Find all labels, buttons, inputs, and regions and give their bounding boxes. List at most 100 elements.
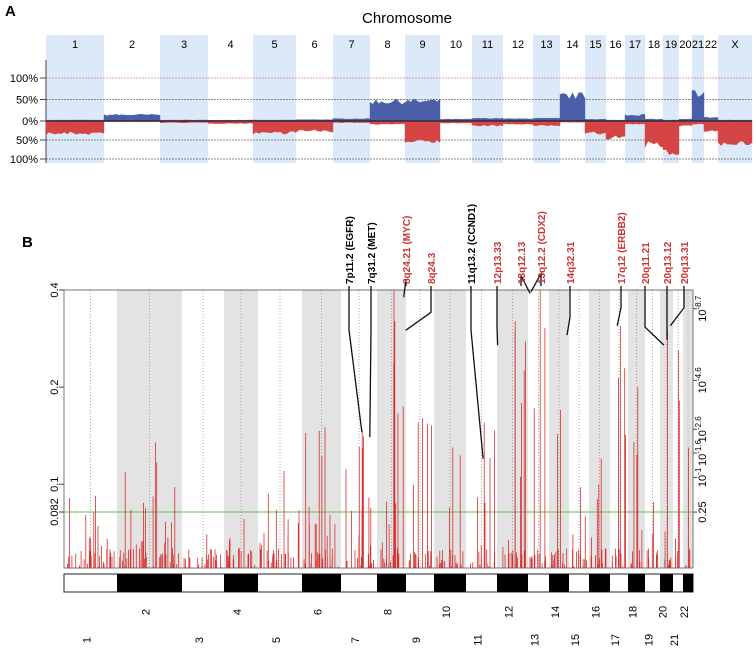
gistic-score-trace [646,502,658,568]
loss-area [252,120,297,135]
q-value-exponent: -1.6 [694,439,703,453]
y-tick-label: 50% [16,135,38,147]
gene-label: 7q31.2 (MET) [367,222,378,284]
chromosome-label: 13 [540,39,552,51]
ideogram-label: 17 [610,634,622,646]
chromosome-label: 10 [450,39,462,51]
gene-label: 13q12.2 (CDX2) [537,211,548,284]
gain-area [471,117,504,122]
q-value-label: 10-8.7 [694,295,709,322]
ideogram-label: 2 [141,609,153,615]
gistic-score-trace [611,325,626,568]
loss-area [45,120,105,136]
gain-area [103,113,161,122]
gistic-score-trace [345,429,375,568]
ideogram-block [377,574,406,592]
gene-label: 20q11.21 [641,242,652,284]
gistic-score-trace [675,350,680,568]
gistic-score-trace [470,422,496,568]
ideogram-block [549,574,569,592]
gistic-score-trace [590,458,607,568]
gene-label: 12p13.33 [493,241,504,284]
ideogram-label: 19 [644,634,656,646]
loss-area [717,120,753,147]
gene-leader-line [405,286,432,331]
chromosome-band [405,35,440,163]
ideogram-label: 20 [658,606,670,618]
gene-leader-line [348,286,363,433]
gain-area [502,118,534,122]
y-tick-label: 0.2 [49,379,61,394]
chromosome-label: 14 [566,39,578,51]
gistic-score-trace [502,321,526,568]
gene-label: 14q32.31 [566,241,577,284]
gene-leader-line [616,286,622,326]
ideogram-label: 3 [194,637,206,643]
copy-number-panel: 1 2 3 4 5 6 7 8 9 10 11 12 13 14 15 16 17 18 19 20 21 22 X100%… [10,35,753,166]
chromosome-label: 19 [665,39,677,51]
q-value-label: 10-2.6 [694,416,709,443]
chromosome-label: 1 [72,39,78,51]
ideogram-label: 6 [313,609,325,615]
chromosome-label: X [731,39,739,51]
ideogram-block [224,574,258,592]
chromosome-label: 12 [512,39,524,51]
gistic-score-trace [226,519,256,568]
q-value-label: 10-1.6 [694,439,709,466]
gistic-score-trace [685,447,691,568]
y-tick-label: 100% [10,154,38,166]
q-value-label: 10-1 [694,467,709,487]
chromosome-band [533,35,560,163]
loss-area [439,120,473,124]
ideogram-label: 11 [473,634,485,645]
ideogram-label: 16 [591,606,603,618]
chromosome-label: 5 [271,39,277,51]
ideogram-label: 8 [383,609,395,615]
ideogram-block [497,574,528,592]
gene-leader-line [496,286,499,346]
ideogram-block [302,574,341,592]
gene-label: 20q13.31 [680,241,691,284]
gene-leader-line [566,286,571,336]
ideogram-label: 12 [504,606,516,618]
gene-leader-line [520,275,531,294]
gain-area [691,90,705,122]
ideogram-label: 5 [271,637,283,643]
gene-leader-line [669,286,685,327]
gene-label: 20q13.12 [663,241,674,284]
gistic-score-trace [551,409,568,568]
ideogram-label: 1 [82,637,94,643]
gistic-score-trace [630,387,643,568]
gene-leader-line [403,279,407,298]
chromosome-label: 8 [384,39,390,51]
ideogram-label: 10 [441,606,453,618]
gistic-score-trace [380,290,404,568]
gain-area [332,118,371,122]
gistic-score-trace [436,447,464,568]
loss-area [502,120,534,125]
ideogram-label: 18 [628,606,640,618]
loss-area [605,120,626,140]
loss-area [295,120,334,133]
ideogram-label: 22 [679,606,691,618]
gene-label: 7p11.2 (EGFR) [345,216,356,284]
loss-area [404,120,441,144]
chromosome-label: 4 [227,39,233,51]
y-tick-label: 50% [16,95,38,107]
panel-a-label: A [5,3,16,20]
gistic-score-trace [572,487,587,568]
gistic-score-trace [259,470,300,568]
ideogram-block [117,574,182,592]
ideogram-block [683,574,693,592]
loss-area [532,120,561,127]
loss-area [207,120,254,124]
gene-leader-line [644,286,665,346]
gain-area [369,98,406,122]
gain-area [559,92,586,122]
chromosome-label: 20 [679,39,691,51]
gistic-panel: 0.40.20.10.08210-8.710-4.610-2.610-1.610… [49,204,709,646]
chromosome-label: 21 [692,39,704,51]
gistic-score-trace [529,290,546,568]
gene-leader-line [530,271,542,293]
